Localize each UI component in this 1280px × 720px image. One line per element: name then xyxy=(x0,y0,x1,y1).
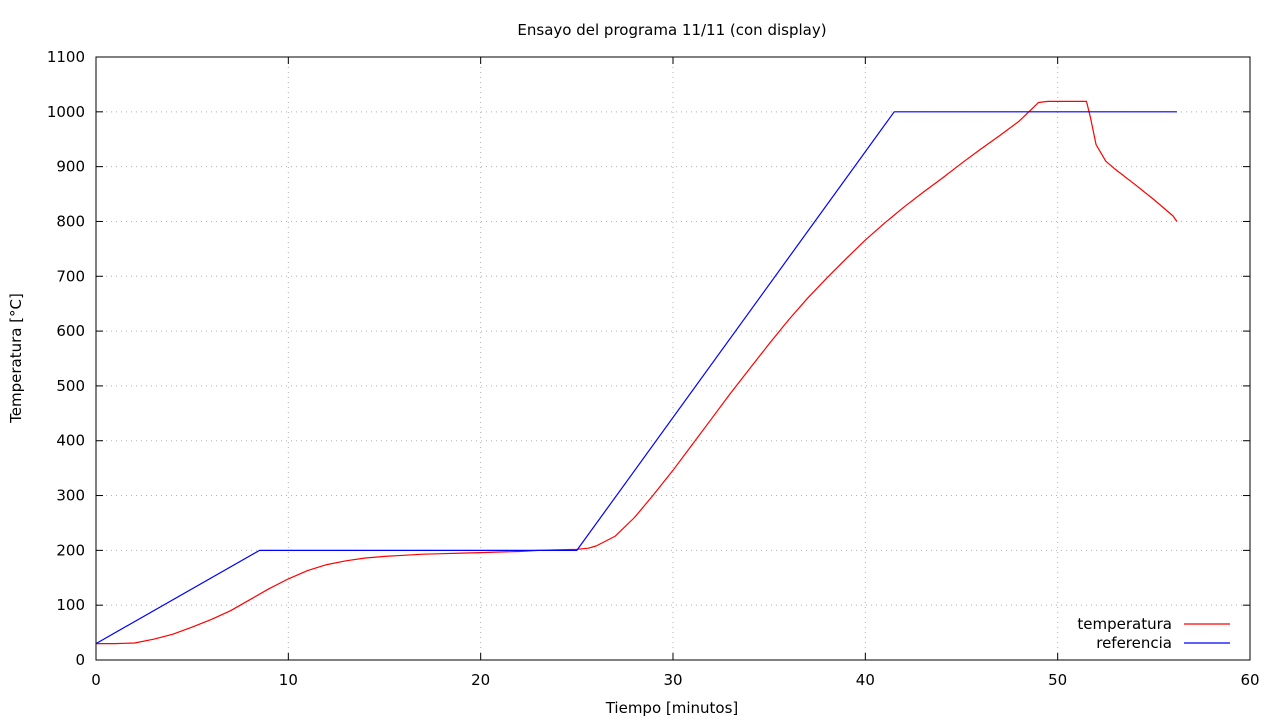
x-tick-label: 30 xyxy=(663,671,682,689)
y-tick-label: 0 xyxy=(75,651,85,669)
y-tick-label: 1000 xyxy=(47,103,85,121)
x-tick-label: 0 xyxy=(91,671,101,689)
y-tick-label: 300 xyxy=(56,487,85,505)
y-tick-label: 400 xyxy=(56,432,85,450)
y-tick-label: 800 xyxy=(56,212,85,230)
x-axis-label: Tiempo [minutos] xyxy=(605,699,739,717)
y-tick-label: 100 xyxy=(56,596,85,614)
chart-title: Ensayo del programa 11/11 (con display) xyxy=(517,21,826,39)
grid-layer xyxy=(96,57,1250,660)
y-tick-label: 600 xyxy=(56,322,85,340)
tick-layer: 0 10 20 30 40 50 60010020030040050060070080090… xyxy=(47,48,1260,689)
x-tick-label: 40 xyxy=(856,671,875,689)
y-tick-label: 900 xyxy=(56,158,85,176)
legend-label-referencia: referencia xyxy=(1096,634,1172,652)
series-line-referencia xyxy=(95,111,1177,645)
y-axis-label: Temperatura [°C] xyxy=(7,293,25,424)
x-tick-label: 60 xyxy=(1240,671,1259,689)
y-tick-label: 700 xyxy=(56,267,85,285)
y-tick-label: 200 xyxy=(56,541,85,559)
series-line-temperatura xyxy=(96,100,1178,645)
x-tick-label: 10 xyxy=(279,671,298,689)
legend-label-temperatura: temperatura xyxy=(1077,615,1172,633)
y-tick-label: 1100 xyxy=(47,48,85,66)
y-tick-label: 500 xyxy=(56,377,85,395)
series-layer xyxy=(95,100,1178,645)
x-tick-label: 20 xyxy=(471,671,490,689)
x-tick-label: 50 xyxy=(1048,671,1067,689)
